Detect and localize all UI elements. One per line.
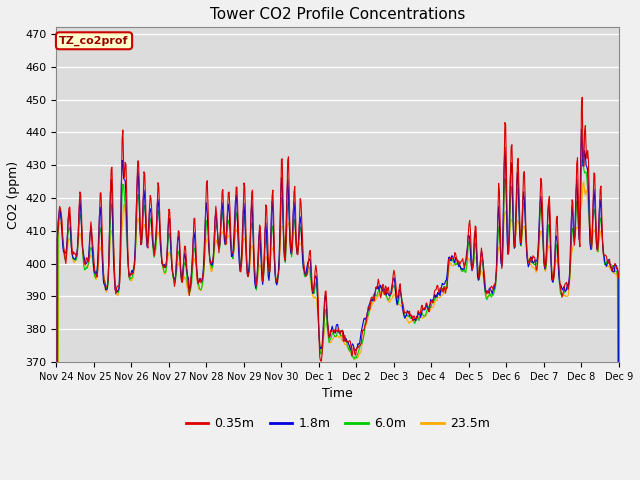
Title: Tower CO2 Profile Concentrations: Tower CO2 Profile Concentrations [210, 7, 465, 22]
X-axis label: Time: Time [323, 387, 353, 400]
Y-axis label: CO2 (ppm): CO2 (ppm) [7, 161, 20, 229]
Legend: 0.35m, 1.8m, 6.0m, 23.5m: 0.35m, 1.8m, 6.0m, 23.5m [180, 412, 495, 435]
Text: TZ_co2prof: TZ_co2prof [60, 36, 129, 46]
